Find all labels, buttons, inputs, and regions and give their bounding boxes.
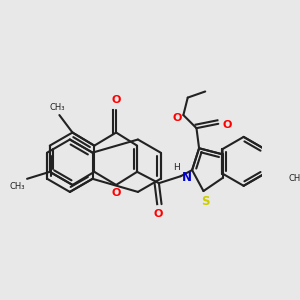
Text: N: N: [182, 171, 192, 184]
Text: O: O: [111, 188, 121, 197]
Text: CH₃: CH₃: [288, 174, 300, 183]
Text: O: O: [172, 113, 182, 123]
Text: H: H: [173, 163, 180, 172]
Text: S: S: [201, 195, 209, 208]
Text: CH₃: CH₃: [50, 103, 65, 112]
Text: O: O: [223, 120, 232, 130]
Text: O: O: [153, 208, 163, 218]
Text: O: O: [111, 94, 121, 105]
Text: CH₃: CH₃: [10, 182, 25, 191]
